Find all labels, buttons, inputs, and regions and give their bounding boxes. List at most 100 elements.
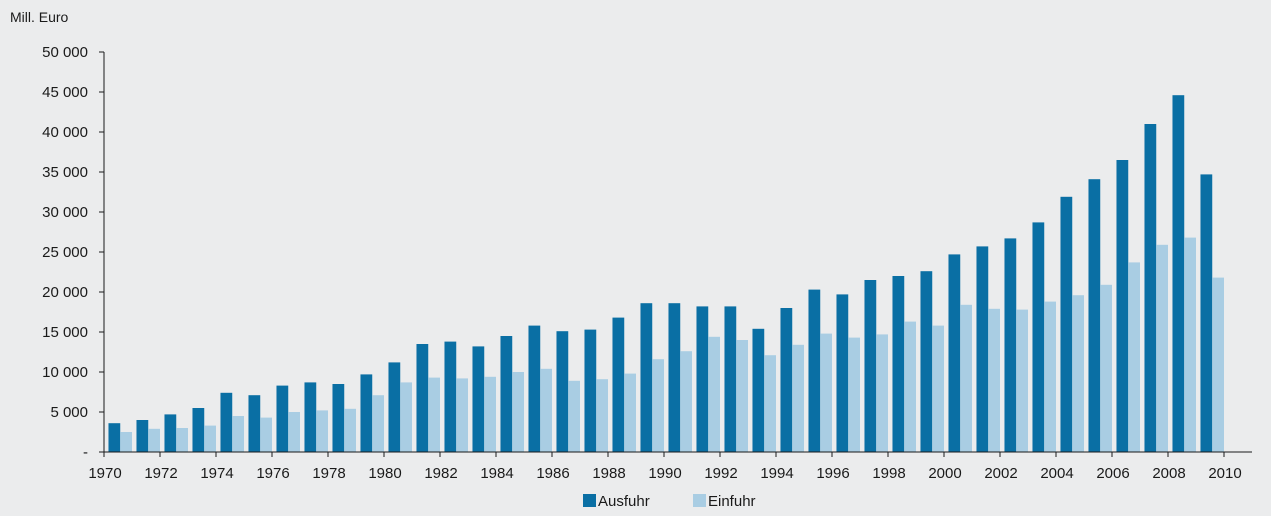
bar-einfuhr-2001 [988, 308, 1000, 452]
y-tick-label: 40 000 [42, 124, 88, 141]
bar-einfuhr-2004 [1072, 295, 1084, 452]
bar-einfuhr-1971 [148, 428, 160, 452]
bar-ausfuhr-1977 [304, 382, 317, 452]
bar-ausfuhr-2009 [1200, 174, 1213, 452]
x-tick-label: 1992 [704, 465, 737, 482]
bar-einfuhr-1998 [904, 321, 916, 452]
x-tick-label: 1976 [256, 465, 289, 482]
bar-einfuhr-2005 [1100, 284, 1112, 452]
x-tick-label: 2010 [1208, 465, 1241, 482]
bar-einfuhr-1979 [372, 395, 384, 452]
bar-einfuhr-2008 [1184, 237, 1196, 452]
y-tick-label: 15 000 [42, 324, 88, 341]
bar-ausfuhr-1999 [920, 271, 933, 452]
bar-einfuhr-2006 [1128, 262, 1140, 452]
bar-ausfuhr-1971 [136, 420, 149, 452]
bar-ausfuhr-1986 [556, 331, 569, 452]
bar-ausfuhr-2006 [1116, 160, 1129, 452]
x-tick-label: 2006 [1096, 465, 1129, 482]
bar-einfuhr-1996 [848, 337, 860, 452]
bar-einfuhr-1984 [512, 372, 524, 452]
bar-einfuhr-1992 [736, 340, 748, 452]
bar-ausfuhr-2000 [948, 254, 961, 452]
bar-ausfuhr-2002 [1004, 238, 1017, 452]
y-tick-label: 20 000 [42, 284, 88, 301]
y-tick-label: 45 000 [42, 84, 88, 101]
x-tick-label: 1994 [760, 465, 793, 482]
bar-ausfuhr-1990 [668, 303, 681, 452]
bar-einfuhr-1989 [652, 359, 664, 452]
legend-swatch-ausfuhr [583, 494, 596, 507]
bar-einfuhr-1982 [456, 378, 468, 452]
x-tick-label: 1990 [648, 465, 681, 482]
bar-ausfuhr-2001 [976, 246, 989, 452]
bar-ausfuhr-1991 [696, 306, 709, 452]
bar-einfuhr-1981 [428, 377, 440, 452]
bar-ausfuhr-1972 [164, 414, 177, 452]
bar-ausfuhr-1981 [416, 344, 429, 452]
bar-ausfuhr-1978 [332, 384, 345, 452]
y-axis-unit-label: Mill. Euro [10, 9, 69, 25]
x-tick-label: 1980 [368, 465, 401, 482]
x-tick-label: 2008 [1152, 465, 1185, 482]
bar-einfuhr-1985 [540, 368, 552, 452]
plot-area [108, 95, 1224, 452]
bar-ausfuhr-1980 [388, 362, 401, 452]
bar-einfuhr-1983 [484, 376, 496, 452]
y-tick-label: 10 000 [42, 364, 88, 381]
x-tick-label: 1986 [536, 465, 569, 482]
bar-einfuhr-1970 [120, 432, 132, 452]
x-tick-label: 2000 [928, 465, 961, 482]
legend-label-einfuhr: Einfuhr [708, 493, 756, 510]
bar-einfuhr-1988 [624, 373, 636, 452]
y-tick-label: 50 000 [42, 44, 88, 61]
x-tick-label: 1974 [200, 465, 233, 482]
bar-ausfuhr-1995 [808, 289, 821, 452]
bar-einfuhr-2007 [1156, 244, 1168, 452]
bar-einfuhr-1987 [596, 379, 608, 452]
x-tick-label: 1972 [144, 465, 177, 482]
bar-einfuhr-2002 [1016, 309, 1028, 452]
y-tick-label: - [83, 444, 88, 461]
bar-ausfuhr-2007 [1144, 124, 1157, 452]
bar-einfuhr-1997 [876, 334, 888, 452]
bar-ausfuhr-1996 [836, 294, 849, 452]
bar-einfuhr-1986 [568, 380, 580, 452]
bar-ausfuhr-1975 [248, 395, 261, 452]
y-tick-label: 25 000 [42, 244, 88, 261]
bar-ausfuhr-1987 [584, 329, 597, 452]
bar-ausfuhr-1993 [752, 328, 765, 452]
y-tick-label: 5 000 [50, 404, 88, 421]
x-tick-label: 1982 [424, 465, 457, 482]
y-tick-label: 35 000 [42, 164, 88, 181]
x-tick-label: 1988 [592, 465, 625, 482]
bar-einfuhr-1990 [680, 351, 692, 452]
bar-einfuhr-1973 [204, 425, 216, 452]
bar-ausfuhr-1982 [444, 341, 457, 452]
bar-ausfuhr-1979 [360, 374, 373, 452]
bar-einfuhr-1975 [260, 417, 272, 452]
bar-einfuhr-1999 [932, 325, 944, 452]
bar-einfuhr-1976 [288, 412, 300, 452]
x-tick-label: 1996 [816, 465, 849, 482]
bar-einfuhr-1972 [176, 428, 188, 452]
bar-einfuhr-1994 [792, 344, 804, 452]
bar-einfuhr-1974 [232, 416, 244, 452]
legend-label-ausfuhr: Ausfuhr [598, 493, 650, 510]
bar-ausfuhr-1997 [864, 280, 877, 452]
bar-einfuhr-1993 [764, 355, 776, 452]
bar-einfuhr-1978 [344, 408, 356, 452]
bar-einfuhr-1977 [316, 410, 328, 452]
bar-ausfuhr-1983 [472, 346, 485, 452]
x-axis: 1970 1972 1974 1976 1978 1980 1982 1984 1986 1988… [88, 452, 1242, 482]
bar-ausfuhr-1988 [612, 317, 625, 452]
legend-swatch-einfuhr [693, 494, 706, 507]
x-tick-label: 2002 [984, 465, 1017, 482]
x-tick-label: 2004 [1040, 465, 1073, 482]
x-tick-label: 1984 [480, 465, 513, 482]
bar-ausfuhr-1994 [780, 308, 793, 452]
x-tick-label: 1978 [312, 465, 345, 482]
bar-einfuhr-1991 [708, 336, 720, 452]
y-tick-label: 30 000 [42, 204, 88, 221]
